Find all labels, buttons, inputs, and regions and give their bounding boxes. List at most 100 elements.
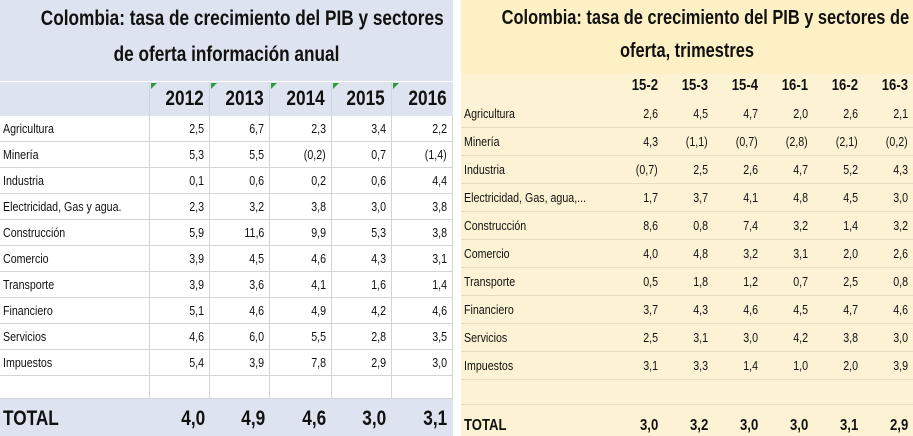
growth-value: 6,0 <box>249 329 265 344</box>
sector-label: Transporte <box>464 274 516 289</box>
total-value: 3,0 <box>362 407 387 430</box>
total-value-cell: 3,1 <box>813 405 863 436</box>
growth-value: (0,7) <box>735 134 758 149</box>
year-header-label: 2016 <box>408 87 447 110</box>
growth-value-cell: 3,1 <box>612 351 663 380</box>
growth-value-cell: 3,9 <box>862 351 913 380</box>
growth-value-cell: 0,5 <box>612 267 663 296</box>
growth-value-cell: 8,6 <box>612 211 663 240</box>
growth-value: 2,0 <box>793 106 808 121</box>
growth-value: 4,6 <box>249 303 265 318</box>
growth-value-cell: 4,5 <box>812 183 863 212</box>
sector-label-cell: Transporte <box>461 267 613 296</box>
growth-value-cell: 5,9 <box>149 219 211 246</box>
growth-value-cell: 7,8 <box>269 349 333 376</box>
growth-value: 4,3 <box>371 251 387 266</box>
growth-value-cell: 4,6 <box>269 245 333 272</box>
growth-value: (1,4) <box>425 147 447 162</box>
growth-value-cell: 9,9 <box>269 219 333 246</box>
growth-value-cell: 0,6 <box>331 167 393 194</box>
growth-value: 3,2 <box>893 218 908 233</box>
growth-value: 4,7 <box>843 302 858 317</box>
sector-label: Industria <box>3 173 44 188</box>
growth-value: 4,5 <box>793 302 808 317</box>
growth-value-cell: 4,5 <box>762 295 813 324</box>
quarter-header-label: 16-1 <box>781 77 808 94</box>
sector-label: Electricidad, Gas y agua. <box>3 199 122 214</box>
sector-label: Industria <box>464 162 505 177</box>
growth-value-cell: 3,0 <box>862 183 913 212</box>
growth-value: 4,8 <box>793 190 808 205</box>
total-value: 4,6 <box>302 407 327 430</box>
growth-value: 7,4 <box>743 218 758 233</box>
year-header: 2015 <box>331 82 392 116</box>
growth-value-cell: 1,7 <box>612 183 663 212</box>
blank-cell <box>269 375 333 399</box>
growth-value-cell: 3,7 <box>662 183 713 212</box>
total-value: 3,2 <box>689 417 708 434</box>
sector-label-cell: Construcción <box>0 219 151 246</box>
total-label: TOTAL <box>3 407 59 430</box>
blank-cell <box>662 379 713 405</box>
growth-value-cell: (1,1) <box>662 127 713 156</box>
growth-value-cell: 6,0 <box>209 323 271 350</box>
quarter-header: 15-3 <box>663 72 713 100</box>
growth-value: 5,9 <box>189 225 205 240</box>
growth-value: 2,0 <box>843 246 858 261</box>
quarterly-title-line2: oferta, trimestres <box>620 40 754 62</box>
growth-value: 4,5 <box>843 190 858 205</box>
growth-value-cell: 2,3 <box>149 193 211 220</box>
total-value-cell: 4,6 <box>269 398 332 436</box>
growth-value: 3,8 <box>311 199 327 214</box>
blank-cell <box>612 379 663 405</box>
growth-value: 3,9 <box>189 277 205 292</box>
growth-value-cell: 4,2 <box>762 323 813 352</box>
growth-value: 3,1 <box>693 330 708 345</box>
growth-value: 0,5 <box>643 274 658 289</box>
growth-value-cell: (2,8) <box>762 127 813 156</box>
growth-value: 3,0 <box>432 355 447 370</box>
growth-value: 2,0 <box>843 358 858 373</box>
growth-value: (0,7) <box>635 162 658 177</box>
growth-value: 4,3 <box>893 162 908 177</box>
sector-label-cell: Electricidad, Gas y agua. <box>0 193 151 220</box>
quarterly-table-row: Servicios 2,5 3,1 3,0 4,2 3,8 3,0 <box>461 323 913 352</box>
growth-value-cell: 5,4 <box>149 349 211 376</box>
growth-value-cell: 2,6 <box>812 100 863 128</box>
total-value: 3,0 <box>739 417 758 434</box>
annual-header-row: 2012 2013 2014 2015 2016 <box>0 82 453 116</box>
growth-value: 3,4 <box>371 121 387 136</box>
growth-value: 2,1 <box>893 106 908 121</box>
total-value-cell: 3,2 <box>663 405 713 436</box>
sector-label-cell: Industria <box>461 155 613 184</box>
growth-value-cell: 4,5 <box>662 100 713 128</box>
growth-value: 3,1 <box>643 358 658 373</box>
growth-value-cell: 5,5 <box>269 323 333 350</box>
growth-value: 2,5 <box>693 162 708 177</box>
growth-value: (0,2) <box>304 147 327 162</box>
growth-value-cell: 2,5 <box>662 155 713 184</box>
total-value: 2,9 <box>889 417 908 434</box>
growth-value-cell: (0,2) <box>862 127 913 156</box>
growth-value: 4,3 <box>643 134 658 149</box>
growth-value-cell: 5,1 <box>149 297 211 324</box>
growth-value: 3,8 <box>843 330 858 345</box>
growth-value: 3,9 <box>189 251 205 266</box>
growth-value-cell: 4,6 <box>391 297 453 324</box>
annual-table-row: Transporte 3,9 3,6 4,1 1,6 1,4 <box>0 271 453 298</box>
growth-value: 3,3 <box>693 358 708 373</box>
annual-title-block: Colombia: tasa de crecimiento del PIB y … <box>0 0 453 81</box>
growth-value: 11,6 <box>244 225 265 240</box>
growth-value: 2,9 <box>371 355 387 370</box>
growth-value-cell: 3,9 <box>149 271 211 298</box>
growth-value-cell: 1,4 <box>812 211 863 240</box>
total-label: TOTAL <box>464 417 507 434</box>
sector-label-cell: Minería <box>0 141 151 168</box>
growth-value: 4,3 <box>693 302 708 317</box>
growth-value-cell: 4,7 <box>712 100 763 128</box>
annual-table-row: Electricidad, Gas y agua. 2,3 3,2 3,8 3,0 3,8 <box>0 193 453 220</box>
growth-value-cell: 4,3 <box>331 245 393 272</box>
growth-value-cell: 4,6 <box>149 323 211 350</box>
growth-value-cell: 2,0 <box>812 239 863 268</box>
sector-label-cell: Comercio <box>0 245 151 272</box>
